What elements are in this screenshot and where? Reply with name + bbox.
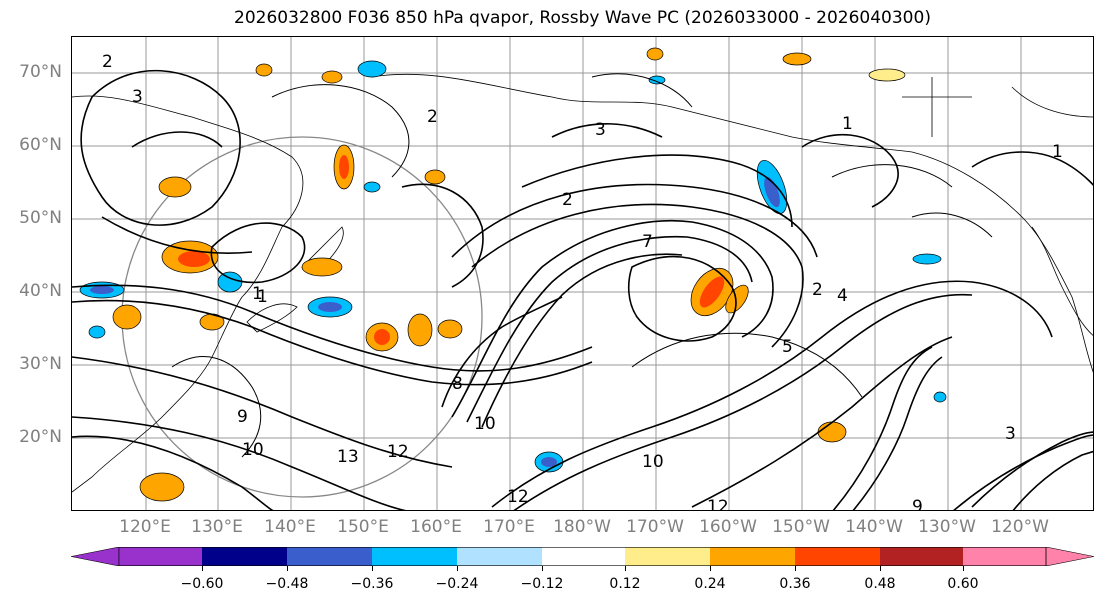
contour-label: 5	[782, 337, 793, 357]
contour-label: 3	[132, 87, 143, 107]
qvapor-shading	[79, 47, 947, 502]
colorbar-tick-label: 0.60	[947, 576, 979, 592]
lat-label-50n: 50°N	[19, 208, 62, 228]
contour-label: 10	[642, 452, 664, 472]
lon-label-180w: 180°W	[553, 517, 611, 537]
contour-label: 3	[595, 120, 606, 140]
lon-label-140w: 140°W	[845, 517, 903, 537]
colorbar-segment	[963, 547, 1046, 566]
contour-label: 2	[427, 107, 438, 127]
contour-label: 3	[1005, 424, 1016, 444]
colorbar-segment	[372, 547, 457, 566]
lon-label-130e: 130°E	[191, 517, 243, 537]
contour-label: 9	[237, 407, 248, 427]
lon-label-120w: 120°W	[991, 517, 1049, 537]
colorbar-segment	[287, 547, 372, 566]
coastlines	[72, 73, 1093, 493]
lon-label-160e: 160°E	[410, 517, 462, 537]
colorbar-tick-label: 0.48	[864, 576, 896, 592]
colorbar-segment	[202, 547, 287, 566]
contour-label: 10	[474, 414, 496, 434]
lon-label-160w: 160°W	[699, 517, 757, 537]
contour-label: 1	[842, 114, 853, 134]
colorbar-tick-label: 0.12	[609, 576, 641, 592]
colorbar-segment	[457, 547, 542, 566]
colorbar-tick-label: −0.12	[520, 576, 564, 592]
contour-label: 1	[1052, 142, 1063, 162]
pc-contours-thin	[171, 73, 993, 458]
map-svg: 2 3 2 3 1 2 7 1 2 4 5 1 10 8 12 13 9 10 …	[72, 37, 1093, 511]
contour-label: 2	[562, 190, 573, 210]
contour-label: 1	[257, 287, 268, 307]
colorbar	[71, 547, 1094, 566]
colorbar-segment	[625, 547, 710, 566]
contour-label: 10	[242, 440, 264, 460]
contour-labels: 2 3 2 3 1 2 7 1 2 4 5 1 10 8 12 13 9 10 …	[102, 52, 1063, 511]
colorbar-tick-label: −0.36	[350, 576, 394, 592]
contour-label: 8	[452, 374, 463, 394]
colorbar-segment	[710, 547, 795, 566]
pc-contours	[72, 69, 1093, 510]
lat-label-20n: 20°N	[19, 427, 62, 447]
lon-label-170e: 170°E	[483, 517, 535, 537]
contour-label: 12	[387, 442, 409, 462]
contour-label: 13	[337, 447, 359, 467]
colorbar-tick-label: 0.36	[779, 576, 811, 592]
lon-label-150e: 150°E	[337, 517, 389, 537]
lat-label-40n: 40°N	[19, 281, 62, 301]
colorbar-segment	[119, 547, 202, 566]
plot-title: 2026032800 F036 850 hPa qvapor, Rossby W…	[234, 8, 931, 28]
contour-label: 2	[812, 280, 823, 300]
contour-label: 2	[102, 52, 113, 72]
contour-label: 4	[837, 286, 848, 306]
colorbar-segment	[795, 547, 880, 566]
contour-label: 7	[642, 232, 653, 252]
lat-label-30n: 30°N	[19, 354, 62, 374]
lat-label-70n: 70°N	[19, 62, 62, 82]
colorbar-tick-label: −0.24	[435, 576, 479, 592]
colorbar-tick-label: 0.24	[694, 576, 726, 592]
lat-label-60n: 60°N	[19, 135, 62, 155]
colorbar-tick-label: −0.60	[180, 576, 224, 592]
contour-label: 12	[507, 487, 529, 507]
map-panel: 2 3 2 3 1 2 7 1 2 4 5 1 10 8 12 13 9 10 …	[71, 36, 1094, 511]
lon-label-170w: 170°W	[626, 517, 684, 537]
lon-label-150w: 150°W	[772, 517, 830, 537]
colorbar-extend-max	[1045, 547, 1094, 566]
lon-label-120e: 120°E	[119, 517, 171, 537]
lon-label-130w: 130°W	[918, 517, 976, 537]
contour-label: 9	[912, 497, 923, 511]
contour-label: 1	[252, 284, 263, 304]
colorbar-tick-label: −0.48	[265, 576, 309, 592]
colorbar-segment	[880, 547, 963, 566]
lon-label-140e: 140°E	[264, 517, 316, 537]
contour-label: 12	[707, 497, 729, 511]
colorbar-segment	[542, 547, 625, 566]
colorbar-extend-min	[71, 547, 120, 566]
